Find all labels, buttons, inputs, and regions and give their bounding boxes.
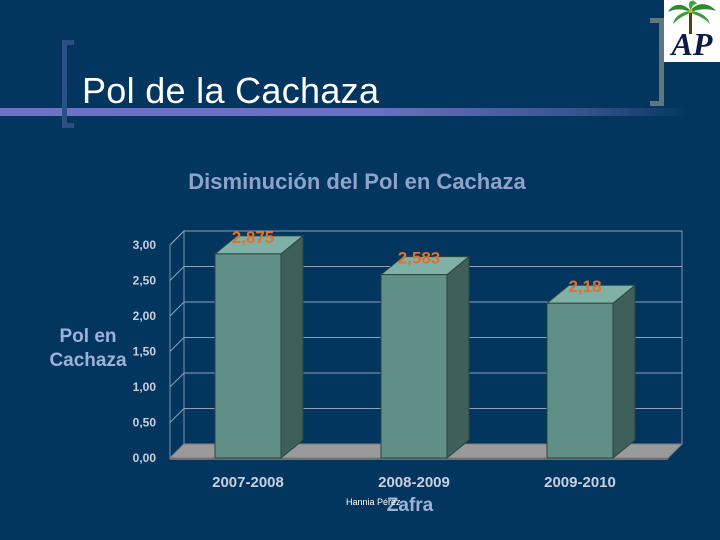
gridline (169, 372, 682, 388)
bar-side (612, 284, 636, 460)
bar-front (546, 302, 614, 459)
y-axis-title: Pol en (59, 326, 116, 347)
bar (545, 284, 637, 460)
x-tick-label: 2007-2008 (212, 474, 284, 491)
value-label: 2,875 (232, 228, 275, 247)
x-tick-label: 2009-2010 (544, 474, 616, 491)
chart-labels: 0,00 0,50 1,00 1,50 2,00 2,50 3,00 2,875 2007-20… (49, 169, 615, 516)
footer-credit: Hannia Pérez (346, 497, 401, 507)
gridline (169, 408, 682, 423)
gridline (169, 266, 682, 281)
value-label: 2,18 (568, 277, 601, 296)
slide-title: Pol de la Cachaza (82, 70, 380, 111)
gridline (169, 301, 682, 317)
y-tick-label: 0,50 (133, 416, 157, 430)
company-logo: AP (664, 0, 720, 62)
left-bracket-decoration (62, 40, 74, 128)
y-tick-label: 1,50 (133, 345, 157, 359)
chart-bars (213, 234, 637, 460)
logo-text: AP (671, 26, 713, 62)
y-tick-label: 2,00 (133, 309, 157, 323)
gridline (169, 230, 682, 246)
chart-title: Disminución del Pol en Cachaza (188, 169, 526, 194)
palm-tree-icon (668, 0, 716, 34)
bar-front (380, 274, 448, 459)
title-underline (0, 108, 690, 116)
right-bracket-decoration (650, 18, 664, 106)
x-tick-label: 2008-2009 (378, 474, 450, 491)
y-tick-label: 1,00 (133, 380, 157, 394)
bar-side (280, 234, 304, 460)
y-axis-title: Cachaza (49, 350, 127, 371)
floor-edge (170, 458, 668, 460)
y-tick-label: 2,50 (133, 274, 157, 288)
bar-front (214, 253, 282, 459)
y-tick-label: 3,00 (133, 238, 157, 252)
gridline (169, 337, 682, 352)
value-label: 2,583 (398, 249, 441, 268)
bar (379, 255, 471, 460)
bar-side (446, 255, 470, 460)
x-axis-title: Zafra (387, 495, 434, 516)
y-tick-label: 0,00 (133, 451, 157, 465)
bar (213, 234, 305, 460)
